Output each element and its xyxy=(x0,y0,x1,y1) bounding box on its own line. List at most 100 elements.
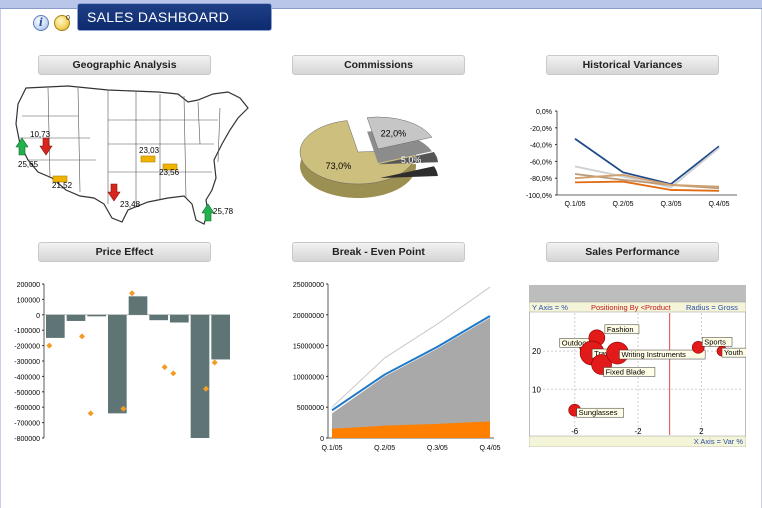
bubble-label-box xyxy=(604,324,640,335)
bubble: Youth xyxy=(716,345,748,358)
bubble-label: Sunglasses xyxy=(579,408,618,417)
y-tick-label: 25000000 xyxy=(293,282,324,289)
y-tick-label: 100000 xyxy=(17,297,40,304)
y-tick-label: 10 xyxy=(532,385,541,394)
hint-icon[interactable] xyxy=(54,15,70,31)
line-series xyxy=(331,315,491,412)
y-tick-label: 0 xyxy=(36,313,40,320)
price-marker xyxy=(46,342,53,349)
y-tick-label: -700000 xyxy=(14,421,40,428)
x-tick-label: Q.3/05 xyxy=(660,201,681,208)
pie-slice-top xyxy=(379,151,439,165)
geo-marker-label: 10,73 xyxy=(30,130,51,139)
bubble-label: Writing Instruments xyxy=(621,350,686,359)
y-tick-label: 0 xyxy=(320,436,324,443)
bubble: Sports xyxy=(691,337,733,354)
panel-title-commissions: Commissions xyxy=(292,55,465,75)
bubble-label-box xyxy=(701,337,733,347)
price-marker xyxy=(161,364,168,371)
y-tick-label: -800000 xyxy=(14,436,40,443)
bubble: Sunglasses xyxy=(568,403,624,418)
historical-variances-chart: 0,0% -20,0% -40,0% -60,0% -80,0% -100,0% Q.1/0… xyxy=(526,109,737,208)
line-series xyxy=(331,286,491,408)
flat-indicator-icon xyxy=(140,155,156,163)
y-tick-label: -400000 xyxy=(14,374,40,381)
pie-slice-label: 5,0% xyxy=(401,155,422,165)
price-marker xyxy=(79,333,85,340)
price-bar xyxy=(66,314,86,321)
sales-performance-chart: Y Axis = % Positioning By <Product Radius … xyxy=(528,284,748,448)
dashboard-title: SALES DASHBOARD xyxy=(77,3,272,31)
y-tick-label: -60,0% xyxy=(530,159,552,166)
geo-marker-label: 25,65 xyxy=(18,160,39,169)
price-bar xyxy=(149,314,168,321)
chart-topbar xyxy=(529,285,746,302)
area-series xyxy=(332,317,490,438)
y-tick-label: -20,0% xyxy=(530,126,552,133)
y-tick-label: 5000000 xyxy=(297,405,324,412)
geo-marker-label: 23,48 xyxy=(120,200,141,209)
price-bar xyxy=(170,314,189,323)
price-marker xyxy=(211,359,218,366)
y-tick-label: -500000 xyxy=(14,390,40,397)
bubble-label: Fixed Blade xyxy=(606,367,646,376)
pie-slice-top xyxy=(366,116,433,150)
y-tick-label: 200000 xyxy=(17,282,40,289)
panel-title-break-even-point: Break - Even Point xyxy=(292,242,465,262)
state-borders xyxy=(20,87,221,204)
series-line xyxy=(574,173,720,188)
bubble-label: Outdoor xyxy=(562,338,590,347)
price-bar xyxy=(87,314,106,317)
series-line xyxy=(574,180,720,192)
arrow-up-icon xyxy=(15,137,29,156)
bubble-label-box xyxy=(603,367,656,377)
price-effect-chart: 200000 100000 0 -100000 -200000 -300000 -40000… xyxy=(14,282,230,443)
bubble-label-box xyxy=(576,407,624,418)
flat-indicator-icon xyxy=(162,163,178,171)
y-axis-caption: Y Axis = % xyxy=(532,303,568,312)
bubble-label: Youth xyxy=(724,348,743,357)
geographic-map: 10,73 25,65 21,52 23,03 23,56 23,48 25,78 xyxy=(15,85,249,225)
bubble-label: Sports xyxy=(704,337,726,346)
pie-slice: 73,0% xyxy=(299,120,417,198)
x-tick-label: Q.2/05 xyxy=(612,201,633,208)
y-tick-label: 15000000 xyxy=(293,344,324,351)
geo-marker: 25,78 xyxy=(201,203,234,222)
x-tick-label: -2 xyxy=(634,427,642,436)
series-line xyxy=(574,137,720,186)
flat-indicator-icon xyxy=(52,175,68,183)
price-marker xyxy=(87,410,94,417)
x-tick-label: Q.4/05 xyxy=(479,445,500,452)
geo-markers: 10,73 25,65 21,52 23,03 23,56 23,48 25,78 xyxy=(15,130,234,222)
price-marker xyxy=(120,405,127,412)
x-tick-label: Q.2/05 xyxy=(374,445,395,452)
pie-slice-side xyxy=(380,166,438,178)
geo-marker: 10,73 xyxy=(30,130,53,156)
y-tick-label: -40,0% xyxy=(530,143,552,150)
y-tick-label: 10000000 xyxy=(293,374,324,381)
panel-title-geographic-analysis: Geographic Analysis xyxy=(38,55,211,75)
price-bar xyxy=(190,314,210,438)
top-band xyxy=(0,0,762,9)
geo-marker-label: 23,03 xyxy=(139,146,160,155)
geo-marker-label: 25,78 xyxy=(213,207,234,216)
geo-marker: 23,48 xyxy=(107,183,141,209)
geo-marker: 25,65 xyxy=(15,137,39,169)
y-tick-label: -200000 xyxy=(14,344,40,351)
arrow-down-icon xyxy=(107,183,121,202)
price-marker xyxy=(170,370,177,377)
y-tick-label: -80,0% xyxy=(530,176,552,183)
price-bar xyxy=(46,314,65,338)
y-tick-label: -300000 xyxy=(14,359,40,366)
bubble-circle xyxy=(691,341,705,354)
x-axis-caption: X Axis = Var % xyxy=(694,437,744,446)
pie-slice: 5,0% xyxy=(379,151,439,178)
pie-slice-top xyxy=(299,120,417,185)
y-tick-label: -100000 xyxy=(14,328,40,335)
arrow-up-icon xyxy=(201,203,215,222)
pie-slice-label: 22,0% xyxy=(381,129,407,139)
break-even-chart: 25000000 20000000 15000000 10000000 5000000 0… xyxy=(293,282,501,452)
geo-marker: 23,56 xyxy=(159,163,180,177)
x-tick-label: Q.3/05 xyxy=(427,445,448,452)
info-icon[interactable]: i xyxy=(33,15,49,31)
